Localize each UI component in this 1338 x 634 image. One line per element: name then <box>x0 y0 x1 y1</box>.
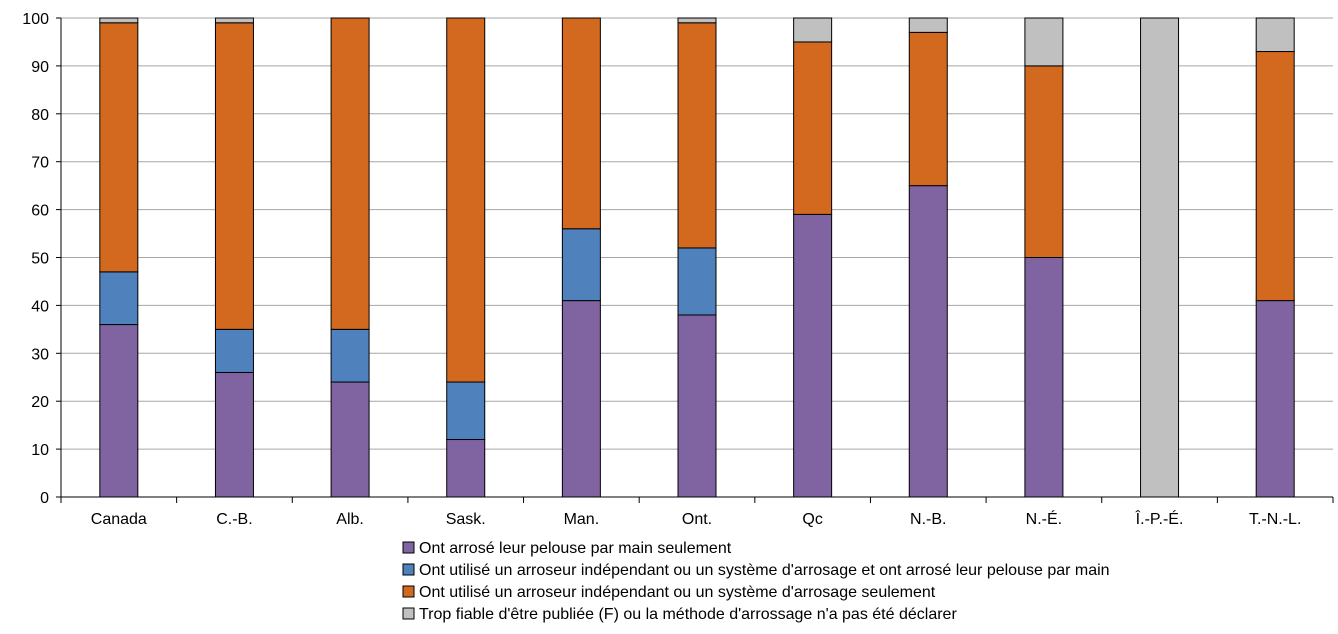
x-tick-label: Canada <box>91 511 147 528</box>
bar-segment-series-0-2 <box>330 381 370 498</box>
bar-segment-series-2-8 <box>1024 65 1064 259</box>
bar-segment-series-1-1 <box>214 328 254 373</box>
bar-segment-series-0-4 <box>561 300 601 498</box>
bar-segment-series-3-9 <box>1140 17 1180 498</box>
y-tick-label: 50 <box>31 251 49 268</box>
legend-label: Ont utilisé un arroseur indépendant ou u… <box>419 584 936 601</box>
bar-segment-series-0-5 <box>677 314 717 498</box>
x-tick-label: N.-É. <box>1026 509 1062 528</box>
bar-segment-series-0-8 <box>1024 257 1064 498</box>
bar-segment-series-2-4 <box>561 17 601 230</box>
y-tick-label: 90 <box>31 59 49 76</box>
legend-swatch <box>402 585 415 598</box>
y-tick-label: 30 <box>31 346 49 363</box>
bar-segment-series-1-5 <box>677 247 717 316</box>
y-tick-label: 20 <box>31 394 49 411</box>
x-tick-label: Alb. <box>336 511 364 528</box>
legend-swatch <box>402 563 415 576</box>
y-tick-label: 70 <box>31 155 49 172</box>
bar-segment-series-2-1 <box>214 22 254 330</box>
bar-segment-series-3-7 <box>908 17 948 33</box>
x-tick-label: Î.-P.-É. <box>1135 509 1184 528</box>
legend-swatch <box>402 607 415 620</box>
legend-label: Ont arrosé leur pelouse par main seuleme… <box>419 540 732 557</box>
bar-segment-series-0-0 <box>99 324 139 498</box>
y-tick-label: 80 <box>31 107 49 124</box>
bar-segment-series-3-8 <box>1024 17 1064 67</box>
legend-swatch <box>402 541 415 554</box>
bar-segment-series-0-1 <box>214 371 254 498</box>
bar-segment-series-3-5 <box>677 17 717 24</box>
bar-segment-series-1-4 <box>561 228 601 302</box>
bar-segment-series-3-0 <box>99 17 139 24</box>
bar-segment-series-0-6 <box>793 213 833 498</box>
y-tick-label: 10 <box>31 442 49 459</box>
y-tick-label: 100 <box>22 11 49 28</box>
bar-segment-series-0-10 <box>1255 300 1295 498</box>
x-tick-label: Sask. <box>446 511 486 528</box>
bar-segment-series-0-3 <box>446 439 486 498</box>
x-tick-label: N.-B. <box>910 511 946 528</box>
y-tick-labels: 0 10 20 30 40 50 60 70 80 90 100 <box>22 11 49 507</box>
x-tick-label: Man. <box>564 511 600 528</box>
legend-label: Ont utilisé un arroseur indépendant ou u… <box>419 562 1110 579</box>
bar-segment-series-1-0 <box>99 271 139 326</box>
bar-segment-series-2-2 <box>330 17 370 330</box>
bar-segment-series-3-1 <box>214 17 254 24</box>
bar-segment-series-2-7 <box>908 31 948 187</box>
y-tick-label: 0 <box>40 490 49 507</box>
x-tick-labels: Canada C.-B. Alb. Sask. Man. Ont. Qc N.-B. N.-É.… <box>91 509 1302 528</box>
bar-segment-series-2-6 <box>793 41 833 215</box>
legend-label: Trop fiable d'être publiée (F) ou la mét… <box>419 606 957 623</box>
y-tick-label: 40 <box>31 298 49 315</box>
bar-segment-series-2-10 <box>1255 51 1295 302</box>
bar-segment-series-1-2 <box>330 328 370 383</box>
bar-segment-series-2-3 <box>446 17 486 383</box>
y-tick-label: 60 <box>31 203 49 220</box>
bar-segment-series-2-5 <box>677 22 717 249</box>
bar-segment-series-3-10 <box>1255 17 1295 53</box>
x-tick-label: T.-N.-L. <box>1249 511 1301 528</box>
x-tick-label: C.-B. <box>216 511 252 528</box>
x-tick-label: Ont. <box>682 511 712 528</box>
bar-segment-series-3-6 <box>793 17 833 43</box>
x-tick-label: Qc <box>802 511 822 528</box>
bar-segment-series-1-3 <box>446 381 486 441</box>
bar-segment-series-2-0 <box>99 22 139 273</box>
legend: Ont arrosé leur pelouse par main seuleme… <box>402 540 1110 623</box>
axes <box>56 17 1334 503</box>
bar-segment-series-0-7 <box>908 185 948 498</box>
